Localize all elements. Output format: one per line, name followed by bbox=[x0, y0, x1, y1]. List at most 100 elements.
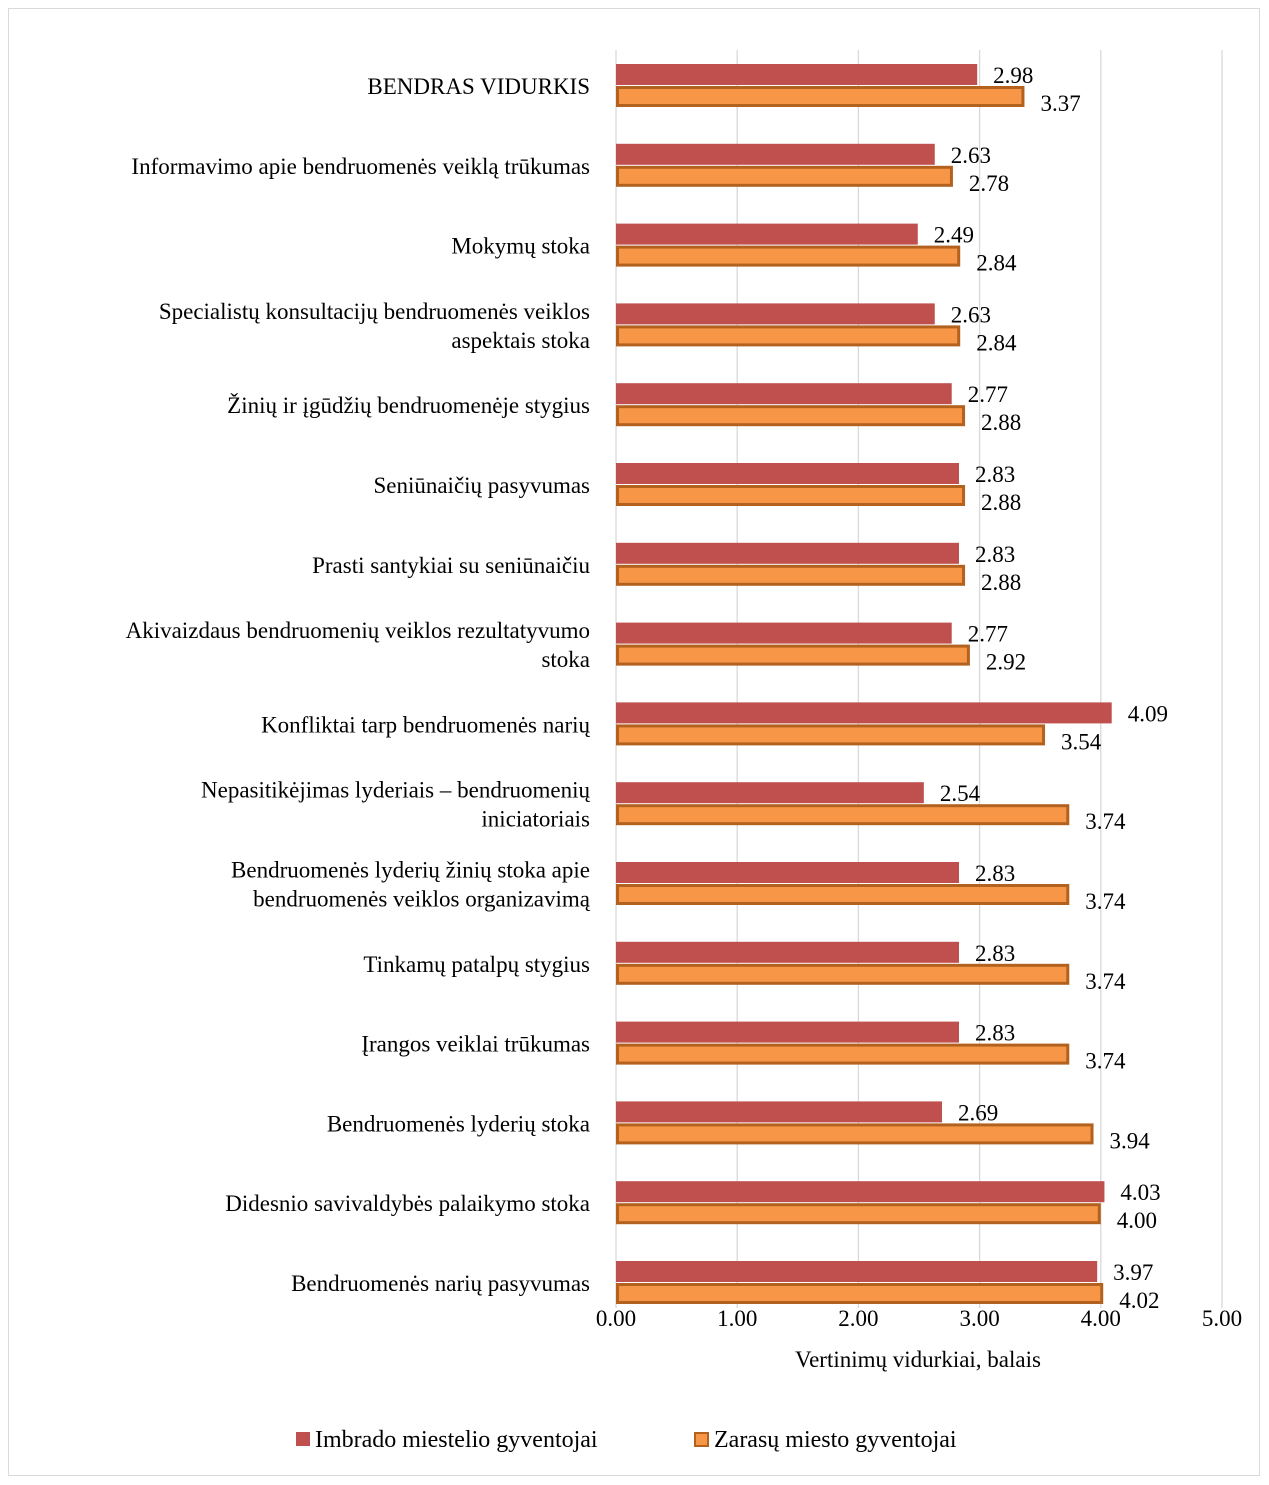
category-label: Informavimo apie bendruomenės veiklą trū… bbox=[131, 154, 590, 179]
value-label-zarasai: 2.84 bbox=[976, 251, 1017, 276]
legend-swatch-imbrado bbox=[296, 1432, 310, 1446]
value-label-zarasai: 2.88 bbox=[981, 570, 1021, 595]
bar-zarasai bbox=[616, 405, 966, 427]
category-label: Žinių ir įgūdžių bendruomenėje stygius bbox=[227, 393, 590, 418]
category-label: Bendruomenės narių pasyvumas bbox=[291, 1271, 590, 1296]
value-label-zarasai: 2.84 bbox=[976, 330, 1017, 355]
x-tick-label: 0.00 bbox=[596, 1306, 636, 1331]
value-label-imbrado: 2.83 bbox=[975, 941, 1015, 966]
x-tick-label: 5.00 bbox=[1202, 1306, 1242, 1331]
value-label-zarasai: 2.78 bbox=[969, 171, 1009, 196]
value-label-zarasai: 3.54 bbox=[1061, 729, 1102, 754]
value-label-imbrado: 2.77 bbox=[968, 382, 1008, 407]
bar-zarasai bbox=[616, 1123, 1094, 1145]
category-labels: BENDRAS VIDURKIS Informavimo apie bendruo… bbox=[126, 74, 591, 1296]
category-label: Specialistų konsultacijų bendruomenės ve… bbox=[159, 299, 590, 324]
value-label-imbrado: 2.83 bbox=[975, 542, 1015, 567]
value-label-zarasai: 3.94 bbox=[1110, 1128, 1151, 1153]
bar-zarasai bbox=[616, 245, 961, 267]
bar-zarasai bbox=[616, 86, 1025, 107]
value-label-imbrado: 2.77 bbox=[968, 622, 1008, 647]
bar-zarasai bbox=[616, 485, 966, 506]
bar-zarasai bbox=[616, 325, 961, 347]
value-label-zarasai: 3.74 bbox=[1085, 809, 1126, 834]
bar-imbrado bbox=[616, 64, 978, 85]
legend: Imbrado miestelio gyventojai Zarasų mies… bbox=[296, 1427, 957, 1453]
bar-imbrado bbox=[616, 1101, 943, 1123]
value-label-imbrado: 2.49 bbox=[934, 223, 974, 248]
bar-imbrado bbox=[616, 702, 1112, 724]
bar-zarasai bbox=[616, 1283, 1104, 1304]
bar-imbrado bbox=[616, 143, 935, 165]
legend-swatch-zarasai bbox=[694, 1432, 709, 1447]
category-label: Seniūnaičių pasyvumas bbox=[373, 473, 590, 498]
bar-zarasai bbox=[616, 724, 1046, 746]
value-label-zarasai: 4.00 bbox=[1117, 1208, 1157, 1233]
legend-label-imbrado: Imbrado miestelio gyventojai bbox=[315, 1427, 598, 1453]
value-label-zarasai: 3.74 bbox=[1085, 889, 1126, 914]
bars bbox=[616, 64, 1112, 1304]
category-label: Nepasitikėjimas lyderiais – bendruomenių bbox=[201, 778, 590, 803]
bar-imbrado bbox=[616, 1181, 1105, 1203]
category-label: Mokymų stoka bbox=[451, 234, 590, 259]
bar-zarasai bbox=[616, 1203, 1101, 1225]
category-label: Tinkamų patalpų stygius bbox=[363, 952, 590, 977]
value-label-imbrado: 4.09 bbox=[1128, 701, 1168, 726]
legend-label-zarasai: Zarasų miesto gyventojai bbox=[714, 1427, 957, 1453]
category-label: Akivaizdaus bendruomenių veiklos rezulta… bbox=[126, 618, 590, 643]
bar-imbrado bbox=[616, 622, 952, 644]
value-label-imbrado: 2.83 bbox=[975, 861, 1015, 886]
bar-imbrado bbox=[616, 782, 924, 804]
x-tick-label: 2.00 bbox=[838, 1306, 878, 1331]
value-label-imbrado: 2.63 bbox=[951, 143, 991, 168]
bar-zarasai bbox=[616, 644, 970, 666]
bar-zarasai bbox=[616, 165, 953, 187]
category-label: Bendruomenės lyderių žinių stoka apie bbox=[231, 858, 590, 883]
bar-zarasai bbox=[616, 564, 966, 586]
x-tick-label: 3.00 bbox=[959, 1306, 999, 1331]
category-label: Prasti santykiai su seniūnaičiu bbox=[312, 553, 590, 578]
bar-zarasai bbox=[616, 963, 1070, 985]
value-label-imbrado: 2.63 bbox=[951, 302, 991, 327]
value-label-imbrado: 2.98 bbox=[993, 63, 1033, 88]
category-label: Bendruomenės lyderių stoka bbox=[327, 1111, 590, 1136]
category-label: BENDRAS VIDURKIS bbox=[367, 74, 590, 99]
value-label-zarasai: 2.92 bbox=[986, 650, 1026, 675]
value-label-imbrado: 2.83 bbox=[975, 1021, 1015, 1046]
category-label: iniciatoriais bbox=[481, 807, 590, 832]
value-label-imbrado: 2.69 bbox=[958, 1100, 998, 1125]
category-label: aspektais stoka bbox=[451, 328, 590, 353]
category-label: Įrangos veiklai trūkumas bbox=[361, 1032, 590, 1057]
value-label-zarasai: 4.02 bbox=[1119, 1288, 1159, 1313]
value-label-zarasai: 2.88 bbox=[981, 490, 1021, 515]
category-label: Didesnio savivaldybės palaikymo stoka bbox=[225, 1191, 590, 1216]
x-axis-ticks: 0.00 1.00 2.00 3.00 4.00 5.00 bbox=[596, 1306, 1242, 1331]
bar-imbrado bbox=[616, 1021, 959, 1043]
value-label-imbrado: 2.83 bbox=[975, 462, 1015, 487]
bar-zarasai bbox=[616, 884, 1070, 905]
value-label-imbrado: 4.03 bbox=[1120, 1180, 1160, 1205]
bar-imbrado bbox=[616, 223, 918, 245]
value-label-zarasai: 2.88 bbox=[981, 410, 1021, 435]
category-label: bendruomenės veiklos organizavimą bbox=[253, 887, 591, 912]
bar-imbrado bbox=[616, 542, 959, 564]
bar-zarasai bbox=[616, 804, 1070, 826]
x-axis-title: Vertinimų vidurkiai, balais bbox=[795, 1347, 1041, 1372]
bar-zarasai bbox=[616, 1043, 1070, 1065]
value-label-imbrado: 3.97 bbox=[1113, 1260, 1153, 1285]
bar-imbrado bbox=[616, 383, 952, 405]
x-tick-label: 1.00 bbox=[717, 1306, 757, 1331]
value-labels: 2.983.372.632.782.492.842.632.842.772.88… bbox=[934, 63, 1168, 1313]
bar-imbrado bbox=[616, 862, 959, 883]
value-label-zarasai: 3.74 bbox=[1085, 969, 1126, 994]
bar-imbrado bbox=[616, 1261, 1098, 1282]
category-label: stoka bbox=[541, 647, 590, 672]
value-label-zarasai: 3.74 bbox=[1085, 1049, 1126, 1074]
value-label-imbrado: 2.54 bbox=[940, 781, 981, 806]
value-label-zarasai: 3.37 bbox=[1040, 91, 1080, 116]
x-tick-label: 4.00 bbox=[1081, 1306, 1121, 1331]
category-label: Konfliktai tarp bendruomenės narių bbox=[261, 712, 590, 737]
bar-imbrado bbox=[616, 463, 959, 484]
bar-imbrado bbox=[616, 941, 959, 963]
